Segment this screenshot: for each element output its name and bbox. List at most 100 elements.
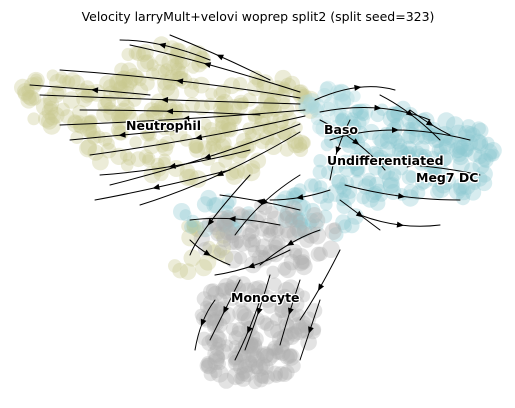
cell-point bbox=[284, 75, 300, 92]
cell-point bbox=[208, 349, 226, 367]
cell-point bbox=[314, 180, 328, 194]
cell-point bbox=[248, 375, 263, 390]
cell-point bbox=[247, 281, 264, 298]
cell-point bbox=[72, 115, 87, 130]
cell-point bbox=[75, 83, 91, 99]
cell-point bbox=[182, 168, 200, 186]
cell-point bbox=[80, 80, 95, 95]
cell-point bbox=[304, 202, 321, 219]
cell-point bbox=[231, 235, 245, 249]
cell-point bbox=[21, 84, 35, 98]
cell-point bbox=[271, 83, 284, 97]
cell-point bbox=[389, 118, 402, 131]
cell-point bbox=[113, 109, 126, 122]
cell-point bbox=[282, 111, 297, 127]
cell-point bbox=[157, 78, 176, 97]
cell-point bbox=[99, 75, 116, 91]
cell-point bbox=[332, 83, 351, 102]
cell-point bbox=[271, 235, 286, 250]
cell-point bbox=[225, 229, 240, 244]
cell-point bbox=[306, 303, 323, 319]
cell-point bbox=[394, 161, 409, 176]
cell-point bbox=[215, 84, 231, 100]
cell-point bbox=[480, 143, 498, 161]
cell-point bbox=[73, 119, 89, 134]
cell-point bbox=[310, 246, 326, 262]
cell-point bbox=[336, 183, 352, 198]
cell-point bbox=[391, 143, 409, 160]
cell-point bbox=[337, 219, 352, 234]
cell-point bbox=[382, 177, 399, 194]
cell-point bbox=[263, 320, 282, 339]
cell-point bbox=[382, 109, 401, 128]
cell-point bbox=[248, 70, 263, 85]
cell-point bbox=[262, 227, 277, 242]
cell-point bbox=[199, 300, 213, 314]
cell-point bbox=[80, 115, 96, 131]
streamline-arrowhead bbox=[425, 119, 434, 126]
cell-point bbox=[287, 137, 304, 154]
cell-point bbox=[333, 84, 351, 103]
cell-point bbox=[472, 171, 488, 187]
cell-point bbox=[209, 306, 222, 319]
streamline-arrowhead bbox=[256, 307, 263, 316]
cell-point bbox=[113, 79, 128, 94]
cell-point bbox=[167, 160, 185, 177]
cell-point bbox=[410, 185, 426, 200]
cell-point bbox=[17, 85, 34, 102]
cell-point bbox=[218, 306, 236, 325]
cell-point bbox=[292, 248, 310, 266]
cell-point bbox=[363, 123, 380, 141]
cell-point bbox=[153, 99, 168, 114]
cell-point bbox=[100, 142, 117, 159]
cell-point bbox=[135, 47, 151, 62]
cell-point bbox=[271, 347, 284, 360]
cell-point bbox=[422, 155, 436, 169]
cell-point bbox=[295, 315, 312, 332]
cell-point bbox=[253, 210, 267, 224]
cell-point bbox=[246, 160, 261, 174]
cell-point bbox=[324, 132, 340, 149]
cell-point bbox=[452, 145, 466, 159]
cell-point bbox=[84, 115, 97, 128]
cell-point bbox=[427, 130, 445, 149]
cell-point bbox=[222, 145, 237, 160]
cell-point bbox=[238, 359, 253, 374]
cell-point bbox=[47, 85, 65, 104]
cell-point bbox=[455, 191, 471, 206]
cell-point bbox=[347, 153, 365, 171]
cell-point bbox=[137, 44, 154, 61]
cell-point bbox=[351, 164, 365, 177]
cell-point bbox=[277, 313, 291, 326]
cell-point bbox=[215, 240, 232, 256]
cell-point bbox=[344, 217, 360, 234]
cell-point bbox=[448, 182, 466, 200]
cell-point bbox=[179, 209, 192, 222]
chart-title: Velocity larryMult+velovi woprep split2 … bbox=[82, 9, 435, 24]
cell-point bbox=[249, 152, 267, 169]
cell-point bbox=[212, 337, 227, 351]
cell-point bbox=[207, 345, 225, 363]
cell-point bbox=[194, 99, 210, 116]
cell-point bbox=[285, 326, 300, 340]
cluster-label-neutrophil: Neutrophil bbox=[126, 118, 201, 133]
cell-point bbox=[79, 120, 97, 138]
cell-point bbox=[290, 211, 304, 225]
cell-point bbox=[263, 97, 280, 114]
cell-point bbox=[286, 226, 303, 243]
cell-point bbox=[290, 322, 308, 341]
cell-point bbox=[414, 140, 430, 156]
cell-point bbox=[287, 190, 300, 203]
cell-point bbox=[207, 285, 224, 302]
cell-point bbox=[402, 145, 416, 160]
cell-point bbox=[205, 140, 218, 154]
cell-point bbox=[417, 128, 434, 145]
cell-point bbox=[268, 277, 282, 292]
cell-point bbox=[272, 330, 290, 349]
cell-point bbox=[471, 134, 489, 151]
cell-point bbox=[122, 152, 137, 166]
cell-point bbox=[244, 236, 260, 253]
cell-point bbox=[186, 221, 200, 235]
cell-point bbox=[279, 261, 297, 279]
cell-point bbox=[157, 74, 173, 91]
